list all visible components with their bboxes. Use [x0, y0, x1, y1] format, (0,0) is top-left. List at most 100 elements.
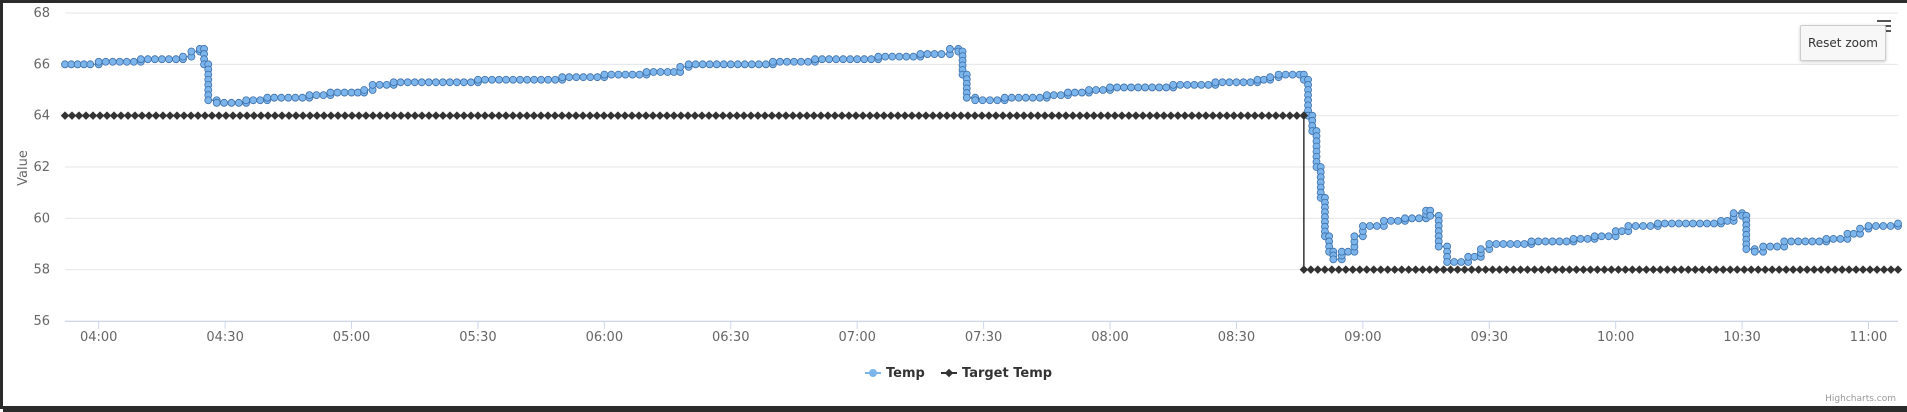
- target-temp-point[interactable]: [389, 111, 399, 120]
- target-temp-point[interactable]: [487, 111, 497, 120]
- temp-point[interactable]: [565, 73, 574, 82]
- target-temp-point[interactable]: [347, 111, 357, 120]
- target-temp-point[interactable]: [200, 111, 210, 120]
- temp-point[interactable]: [431, 78, 440, 87]
- target-temp-point[interactable]: [1383, 265, 1392, 274]
- temp-point[interactable]: [1169, 80, 1178, 89]
- temp-point[interactable]: [1773, 242, 1782, 251]
- target-temp-point[interactable]: [277, 111, 287, 120]
- temp-point[interactable]: [1358, 222, 1367, 230]
- temp-point[interactable]: [684, 60, 693, 69]
- target-temp-point[interactable]: [410, 111, 420, 120]
- temp-point[interactable]: [1801, 237, 1810, 246]
- target-temp-point[interactable]: [1719, 265, 1728, 274]
- target-temp-point[interactable]: [452, 111, 462, 120]
- temp-point[interactable]: [825, 55, 834, 64]
- target-temp-point[interactable]: [1327, 265, 1337, 274]
- temp-point[interactable]: [1266, 73, 1275, 82]
- target-temp-point[interactable]: [1390, 265, 1399, 274]
- temp-point[interactable]: [1415, 214, 1423, 223]
- temp-point[interactable]: [1864, 222, 1873, 230]
- temp-point[interactable]: [1225, 78, 1234, 87]
- temp-point[interactable]: [962, 93, 971, 102]
- temp-point[interactable]: [621, 70, 630, 79]
- target-temp-point[interactable]: [291, 111, 301, 120]
- target-temp-point[interactable]: [1879, 265, 1889, 274]
- target-temp-point[interactable]: [1446, 265, 1455, 274]
- temp-point[interactable]: [551, 75, 560, 84]
- target-temp-point[interactable]: [1844, 265, 1854, 274]
- temp-point[interactable]: [712, 60, 721, 69]
- temp-point[interactable]: [733, 60, 742, 69]
- target-temp-point[interactable]: [1614, 265, 1623, 274]
- target-temp-point[interactable]: [1586, 265, 1595, 274]
- target-temp-point[interactable]: [1865, 265, 1875, 274]
- temp-point[interactable]: [1113, 83, 1121, 92]
- temp-point[interactable]: [122, 57, 131, 66]
- temp-point[interactable]: [312, 91, 321, 100]
- target-temp-point[interactable]: [1572, 265, 1581, 274]
- temp-point[interactable]: [438, 78, 447, 87]
- series-temp[interactable]: [61, 45, 1902, 266]
- target-temp-point[interactable]: [1705, 265, 1714, 274]
- temp-point[interactable]: [227, 98, 236, 107]
- temp-point[interactable]: [1457, 258, 1466, 266]
- temp-point[interactable]: [1879, 222, 1888, 230]
- temp-point[interactable]: [1513, 240, 1522, 248]
- target-temp-point[interactable]: [270, 111, 280, 120]
- temp-point[interactable]: [368, 80, 377, 89]
- target-temp-point[interactable]: [137, 111, 147, 120]
- temp-point[interactable]: [263, 93, 272, 102]
- temp-point[interactable]: [143, 55, 152, 64]
- target-temp-point[interactable]: [1767, 265, 1777, 274]
- temp-point[interactable]: [1288, 70, 1297, 79]
- target-temp-point[interactable]: [1816, 265, 1826, 274]
- temp-point[interactable]: [930, 50, 939, 58]
- target-temp-point[interactable]: [1663, 265, 1672, 274]
- target-temp-point[interactable]: [102, 111, 112, 120]
- target-temp-point[interactable]: [1439, 265, 1448, 274]
- temp-point[interactable]: [747, 60, 756, 69]
- target-temp-point[interactable]: [1670, 265, 1679, 274]
- temp-point[interactable]: [179, 52, 187, 61]
- temp-point[interactable]: [1049, 91, 1058, 100]
- temp-point[interactable]: [1281, 70, 1290, 79]
- target-temp-point[interactable]: [1509, 265, 1518, 274]
- temp-point[interactable]: [234, 98, 243, 107]
- temp-point[interactable]: [888, 52, 897, 61]
- target-temp-point[interactable]: [116, 111, 126, 120]
- temp-point[interactable]: [902, 52, 911, 61]
- target-temp-point[interactable]: [1334, 265, 1344, 274]
- temp-point[interactable]: [874, 52, 883, 61]
- temp-point[interactable]: [1576, 234, 1585, 243]
- temp-point[interactable]: [1190, 80, 1199, 89]
- target-temp-point[interactable]: [1893, 265, 1903, 274]
- temp-point[interactable]: [909, 52, 918, 61]
- temp-point[interactable]: [333, 88, 342, 97]
- temp-point[interactable]: [797, 57, 805, 66]
- target-temp-point[interactable]: [1432, 265, 1441, 274]
- temp-point[interactable]: [1597, 232, 1606, 241]
- temp-point[interactable]: [1071, 88, 1079, 97]
- line-chart[interactable]: 56 58 60 62 64 66 68 04:00 04:30 05:00 05:30 06:00…: [3, 3, 1907, 412]
- target-temp-point[interactable]: [1649, 265, 1658, 274]
- target-temp-point[interactable]: [501, 111, 511, 120]
- temp-point[interactable]: [656, 68, 665, 76]
- target-temp-point[interactable]: [319, 111, 329, 120]
- temp-point[interactable]: [129, 57, 138, 66]
- target-temp-point[interactable]: [1851, 265, 1861, 274]
- temp-point[interactable]: [305, 91, 314, 100]
- temp-point[interactable]: [1365, 222, 1374, 230]
- target-temp-point[interactable]: [368, 111, 378, 120]
- temp-point[interactable]: [270, 93, 279, 102]
- temp-point[interactable]: [1569, 234, 1578, 243]
- temp-point[interactable]: [804, 57, 812, 66]
- target-temp-point[interactable]: [179, 111, 189, 120]
- target-temp-point[interactable]: [1691, 265, 1700, 274]
- temp-point[interactable]: [1476, 245, 1485, 254]
- target-temp-point[interactable]: [1341, 265, 1351, 274]
- temp-point[interactable]: [187, 47, 196, 56]
- temp-point[interactable]: [818, 55, 826, 64]
- temp-point[interactable]: [607, 70, 616, 79]
- temp-point[interactable]: [1653, 219, 1662, 228]
